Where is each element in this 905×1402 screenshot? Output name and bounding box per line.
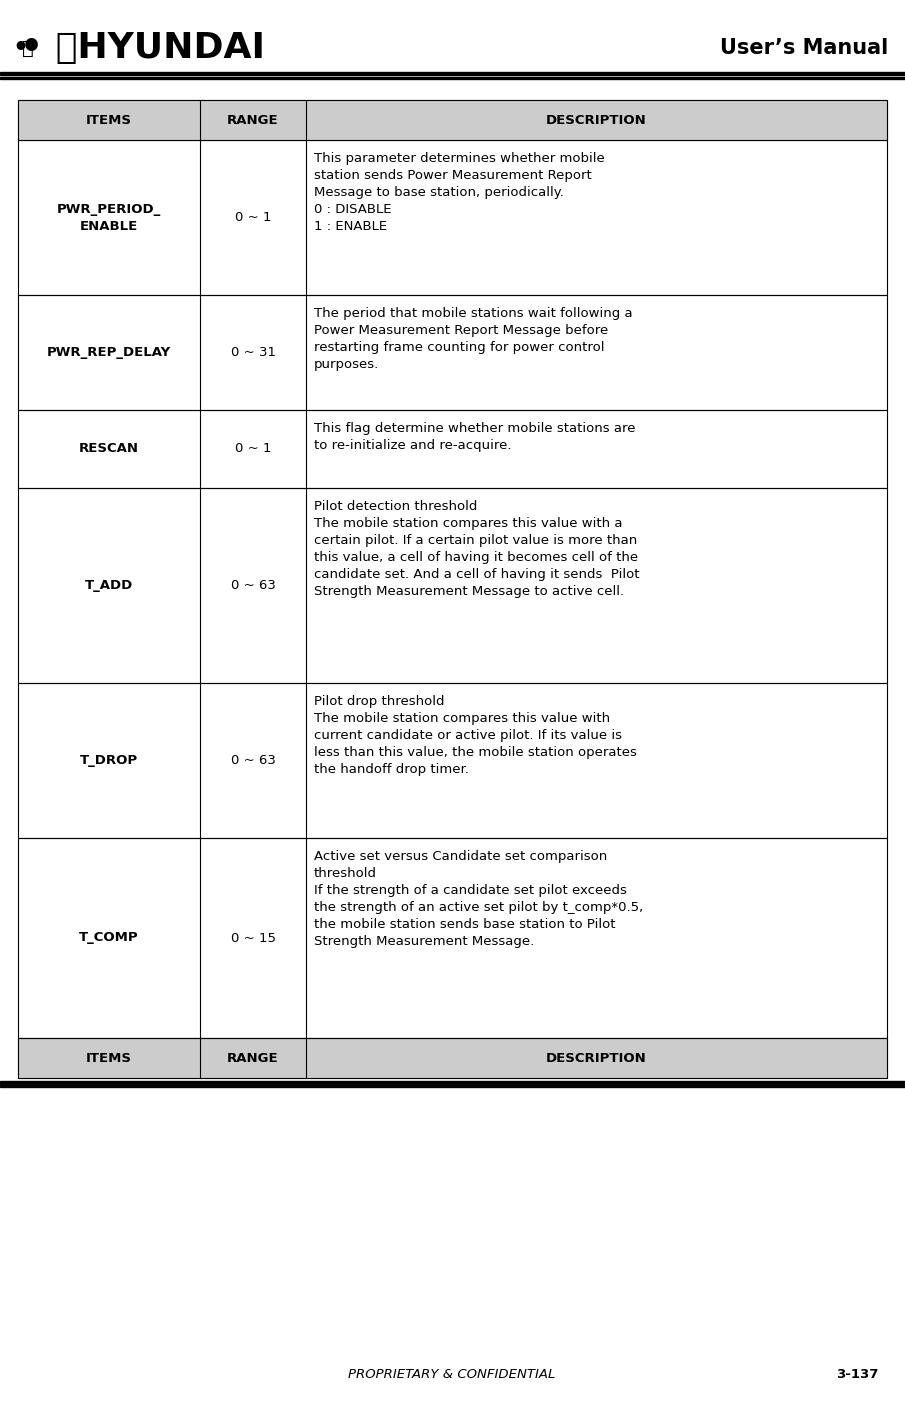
Text: PROPRIETARY & CONFIDENTIAL: PROPRIETARY & CONFIDENTIAL [348, 1368, 556, 1381]
Bar [18, 683, 887, 838]
Text: current candidate or active pilot. If its value is: current candidate or active pilot. If it… [314, 729, 622, 742]
Text: certain pilot. If a certain pilot value is more than: certain pilot. If a certain pilot value … [314, 534, 637, 547]
Bar [18, 294, 887, 409]
Bar [18, 1037, 887, 1078]
Text: 0 ~ 31: 0 ~ 31 [231, 346, 275, 359]
Text: threshold: threshold [314, 866, 377, 880]
Text: Power Measurement Report Message before: Power Measurement Report Message before [314, 324, 608, 336]
Text: 0 : DISABLE: 0 : DISABLE [314, 203, 392, 216]
Text: RESCAN: RESCAN [79, 443, 139, 456]
Bar [0, 1081, 905, 1084]
Text: the strength of an active set pilot by t_comp*0.5,: the strength of an active set pilot by t… [314, 901, 643, 914]
Text: This parameter determines whether mobile: This parameter determines whether mobile [314, 151, 605, 165]
Text: restarting frame counting for power control: restarting frame counting for power cont… [314, 341, 605, 353]
Text: •: • [12, 36, 28, 60]
Bar [0, 72, 905, 74]
Text: station sends Power Measurement Report: station sends Power Measurement Report [314, 170, 592, 182]
Bar [0, 77, 905, 79]
Bar [18, 488, 887, 683]
Bar [18, 488, 887, 683]
Text: T_COMP: T_COMP [80, 931, 138, 945]
Text: ITEMS: ITEMS [86, 114, 132, 126]
Text: PWR_REP_DELAY: PWR_REP_DELAY [47, 346, 171, 359]
Bar [18, 683, 887, 838]
Text: Strength Measurement Message to active cell.: Strength Measurement Message to active c… [314, 585, 624, 599]
Text: the mobile station sends base station to Pilot: the mobile station sends base station to… [314, 918, 615, 931]
Text: 1 : ENABLE: 1 : ENABLE [314, 220, 387, 233]
Text: If the strength of a candidate set pilot exceeds: If the strength of a candidate set pilot… [314, 885, 627, 897]
Text: 0 ~ 1: 0 ~ 1 [234, 210, 272, 224]
Text: the handoff drop timer.: the handoff drop timer. [314, 763, 469, 775]
Bar [18, 100, 887, 140]
Text: PWR_PERIOD_
ENABLE: PWR_PERIOD_ ENABLE [57, 202, 161, 233]
Text: Pilot drop threshold: Pilot drop threshold [314, 695, 444, 708]
Text: T_DROP: T_DROP [80, 754, 138, 767]
Text: RANGE: RANGE [227, 114, 279, 126]
Text: This flag determine whether mobile stations are: This flag determine whether mobile stati… [314, 422, 635, 435]
Bar [18, 294, 887, 409]
Text: DESCRIPTION: DESCRIPTION [546, 114, 647, 126]
Text: User’s Manual: User’s Manual [719, 38, 888, 57]
Text: purposes.: purposes. [314, 358, 379, 372]
Text: candidate set. And a cell of having it sends  Pilot: candidate set. And a cell of having it s… [314, 568, 640, 580]
Text: Active set versus Candidate set comparison: Active set versus Candidate set comparis… [314, 850, 607, 864]
Text: 3-137: 3-137 [835, 1368, 878, 1381]
Text: RANGE: RANGE [227, 1052, 279, 1064]
Text: to re-initialize and re-acquire.: to re-initialize and re-acquire. [314, 439, 511, 451]
Text: less than this value, the mobile station operates: less than this value, the mobile station… [314, 746, 637, 758]
Text: The period that mobile stations wait following a: The period that mobile stations wait fol… [314, 307, 633, 320]
Bar [18, 140, 887, 294]
Text: 0 ~ 1: 0 ~ 1 [234, 443, 272, 456]
Text: Pilot detection threshold: Pilot detection threshold [314, 501, 477, 513]
Bar [18, 409, 887, 488]
Text: The mobile station compares this value with a: The mobile station compares this value w… [314, 517, 623, 530]
Text: Strength Measurement Message.: Strength Measurement Message. [314, 935, 534, 948]
Text: 0 ~ 15: 0 ~ 15 [231, 931, 275, 945]
Bar [18, 838, 887, 1037]
Text: • ⧖HYUNDAI: • ⧖HYUNDAI [20, 31, 265, 64]
Text: Message to base station, periodically.: Message to base station, periodically. [314, 186, 564, 199]
Text: DESCRIPTION: DESCRIPTION [546, 1052, 647, 1064]
Bar [0, 1085, 905, 1087]
Bar [18, 838, 887, 1037]
Text: this value, a cell of having it becomes cell of the: this value, a cell of having it becomes … [314, 551, 638, 564]
Text: ⓭: ⓭ [22, 38, 33, 57]
Bar [18, 140, 887, 294]
Text: 0 ~ 63: 0 ~ 63 [231, 579, 275, 592]
Text: ITEMS: ITEMS [86, 1052, 132, 1064]
Bar [18, 1037, 887, 1078]
Bar [18, 100, 887, 140]
Text: The mobile station compares this value with: The mobile station compares this value w… [314, 712, 610, 725]
Text: T_ADD: T_ADD [85, 579, 133, 592]
Bar [18, 409, 887, 488]
Text: 0 ~ 63: 0 ~ 63 [231, 754, 275, 767]
